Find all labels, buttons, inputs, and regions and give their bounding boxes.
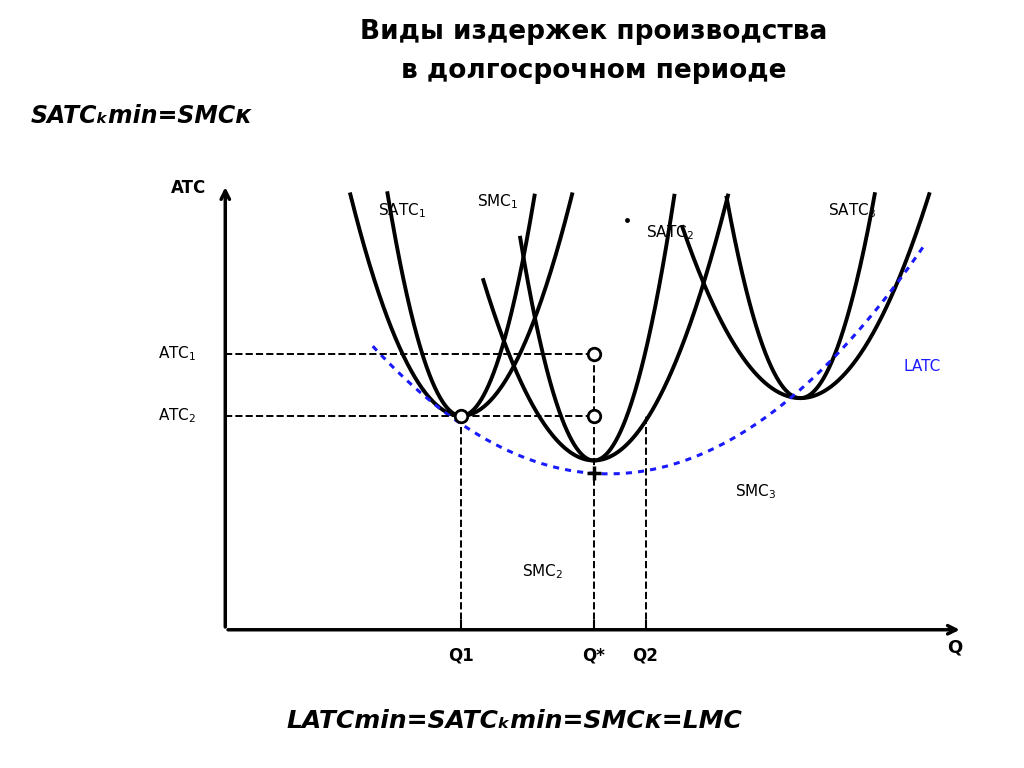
Text: Q: Q (947, 638, 963, 656)
Text: ATC$_2$: ATC$_2$ (158, 406, 196, 425)
Text: SATC$_2$: SATC$_2$ (645, 223, 693, 243)
Text: Виды издержек производства: Виды издержек производства (360, 19, 827, 45)
Text: SATCₖmin=SMCк: SATCₖmin=SMCк (31, 104, 252, 127)
Text: в долгосрочном периоде: в долгосрочном периоде (401, 58, 786, 84)
Text: SATC$_1$: SATC$_1$ (378, 201, 426, 220)
Text: Q*: Q* (583, 647, 605, 665)
Text: LATCmin=SATCₖmin=SMCк=LMC: LATCmin=SATCₖmin=SMCк=LMC (287, 710, 742, 733)
Text: Q1: Q1 (449, 647, 474, 665)
Text: SMC$_2$: SMC$_2$ (521, 562, 563, 581)
Text: SMC$_1$: SMC$_1$ (477, 193, 519, 211)
Text: SATC$_3$: SATC$_3$ (828, 201, 876, 220)
Text: ATC: ATC (171, 179, 206, 197)
Text: SMC$_3$: SMC$_3$ (735, 482, 777, 501)
Text: LATC: LATC (903, 359, 941, 375)
Text: ATC$_1$: ATC$_1$ (158, 344, 196, 363)
Text: Q2: Q2 (633, 647, 658, 665)
